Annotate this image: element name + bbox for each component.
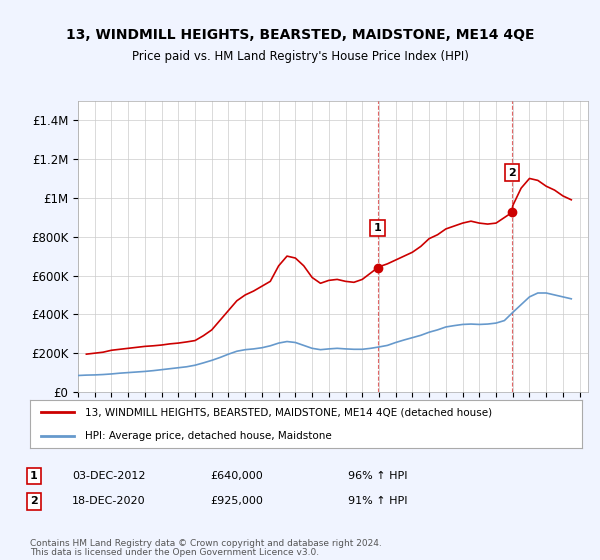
Text: 18-DEC-2020: 18-DEC-2020 [72,496,146,506]
Text: £925,000: £925,000 [210,496,263,506]
Text: 96% ↑ HPI: 96% ↑ HPI [348,471,407,481]
Text: HPI: Average price, detached house, Maidstone: HPI: Average price, detached house, Maid… [85,431,332,441]
Text: 03-DEC-2012: 03-DEC-2012 [72,471,146,481]
Text: Contains HM Land Registry data © Crown copyright and database right 2024.: Contains HM Land Registry data © Crown c… [30,539,382,548]
Text: £640,000: £640,000 [210,471,263,481]
Text: This data is licensed under the Open Government Licence v3.0.: This data is licensed under the Open Gov… [30,548,319,557]
Text: 2: 2 [508,167,516,178]
Text: 2: 2 [30,496,38,506]
Text: 13, WINDMILL HEIGHTS, BEARSTED, MAIDSTONE, ME14 4QE (detached house): 13, WINDMILL HEIGHTS, BEARSTED, MAIDSTON… [85,407,493,417]
Text: 91% ↑ HPI: 91% ↑ HPI [348,496,407,506]
Text: 1: 1 [30,471,38,481]
Text: 13, WINDMILL HEIGHTS, BEARSTED, MAIDSTONE, ME14 4QE: 13, WINDMILL HEIGHTS, BEARSTED, MAIDSTON… [66,28,534,42]
Text: Price paid vs. HM Land Registry's House Price Index (HPI): Price paid vs. HM Land Registry's House … [131,50,469,63]
Text: 1: 1 [374,223,382,233]
